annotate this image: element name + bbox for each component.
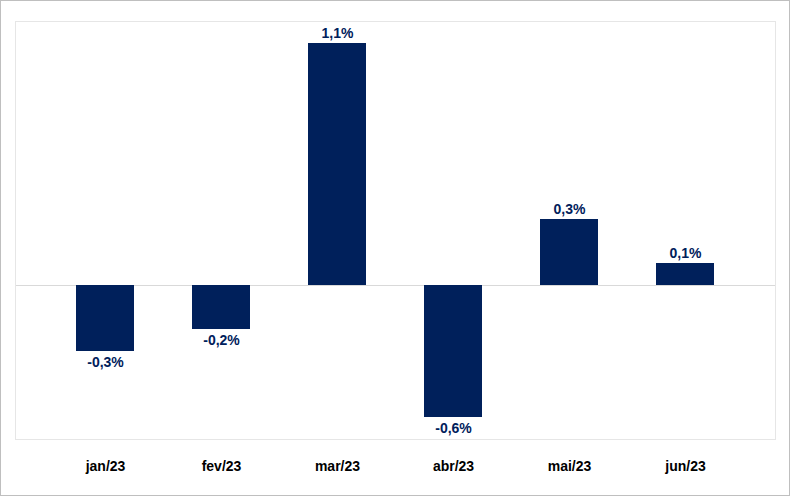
- svg-text:-0,6%: -0,6%: [435, 420, 472, 436]
- svg-text:fev/23: fev/23: [202, 458, 242, 474]
- svg-text:0,3%: 0,3%: [554, 201, 586, 217]
- svg-text:jun/23: jun/23: [664, 458, 706, 474]
- svg-text:1,1%: 1,1%: [322, 25, 354, 41]
- svg-text:abr/23: abr/23: [433, 458, 474, 474]
- svg-text:-0,3%: -0,3%: [87, 354, 124, 370]
- svg-text:jan/23: jan/23: [85, 458, 126, 474]
- svg-text:0,1%: 0,1%: [670, 245, 702, 261]
- svg-text:mar/23: mar/23: [315, 458, 360, 474]
- svg-text:-0,2%: -0,2%: [203, 332, 240, 348]
- svg-text:mai/23: mai/23: [548, 458, 592, 474]
